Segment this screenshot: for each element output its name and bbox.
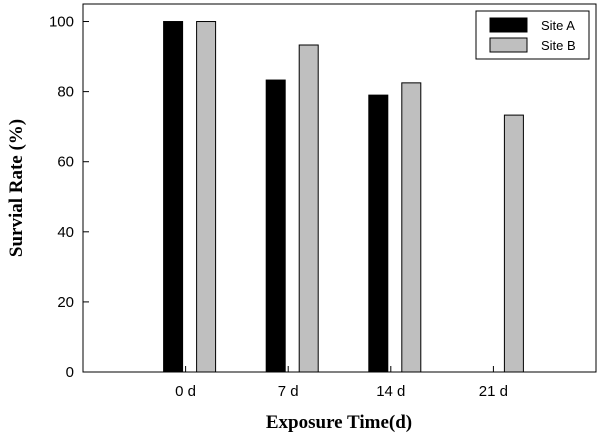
x-axis-title: Exposure Time(d) bbox=[266, 412, 412, 433]
y-tick-label: 80 bbox=[57, 84, 74, 101]
x-tick-label: 0 d bbox=[175, 383, 196, 400]
bar-site-a-0d bbox=[163, 21, 184, 373]
bar-site-b-14d bbox=[401, 82, 422, 373]
legend-swatch-site-b bbox=[489, 37, 528, 53]
legend-label-site-a: Site A bbox=[541, 18, 575, 33]
y-tick-label: 40 bbox=[57, 224, 74, 241]
x-axis: 0 d 7 d 14 d 21 d bbox=[175, 366, 508, 400]
y-tick-label: 0 bbox=[66, 364, 74, 381]
y-tick-label: 100 bbox=[49, 14, 74, 31]
y-axis: 0 20 40 60 80 100 bbox=[49, 14, 89, 381]
bar-site-a-14d bbox=[368, 94, 389, 373]
legend-swatch-site-a bbox=[489, 17, 528, 33]
legend: Site A Site B bbox=[475, 10, 590, 60]
x-tick-label: 21 d bbox=[479, 383, 508, 400]
y-axis-title: Survial Rate (%) bbox=[6, 119, 27, 257]
x-tick-label: 7 d bbox=[278, 383, 299, 400]
legend-label-site-b: Site B bbox=[541, 38, 576, 53]
y-tick-label: 60 bbox=[57, 154, 74, 171]
x-tick-label: 14 d bbox=[376, 383, 405, 400]
bars bbox=[163, 21, 524, 373]
bar-site-b-21d bbox=[503, 114, 524, 373]
bar-site-b-7d bbox=[298, 44, 319, 373]
bar-site-a-7d bbox=[265, 79, 286, 373]
plot-area bbox=[82, 3, 597, 373]
y-tick-label: 20 bbox=[57, 294, 74, 311]
bar-site-b-0d bbox=[196, 21, 217, 373]
